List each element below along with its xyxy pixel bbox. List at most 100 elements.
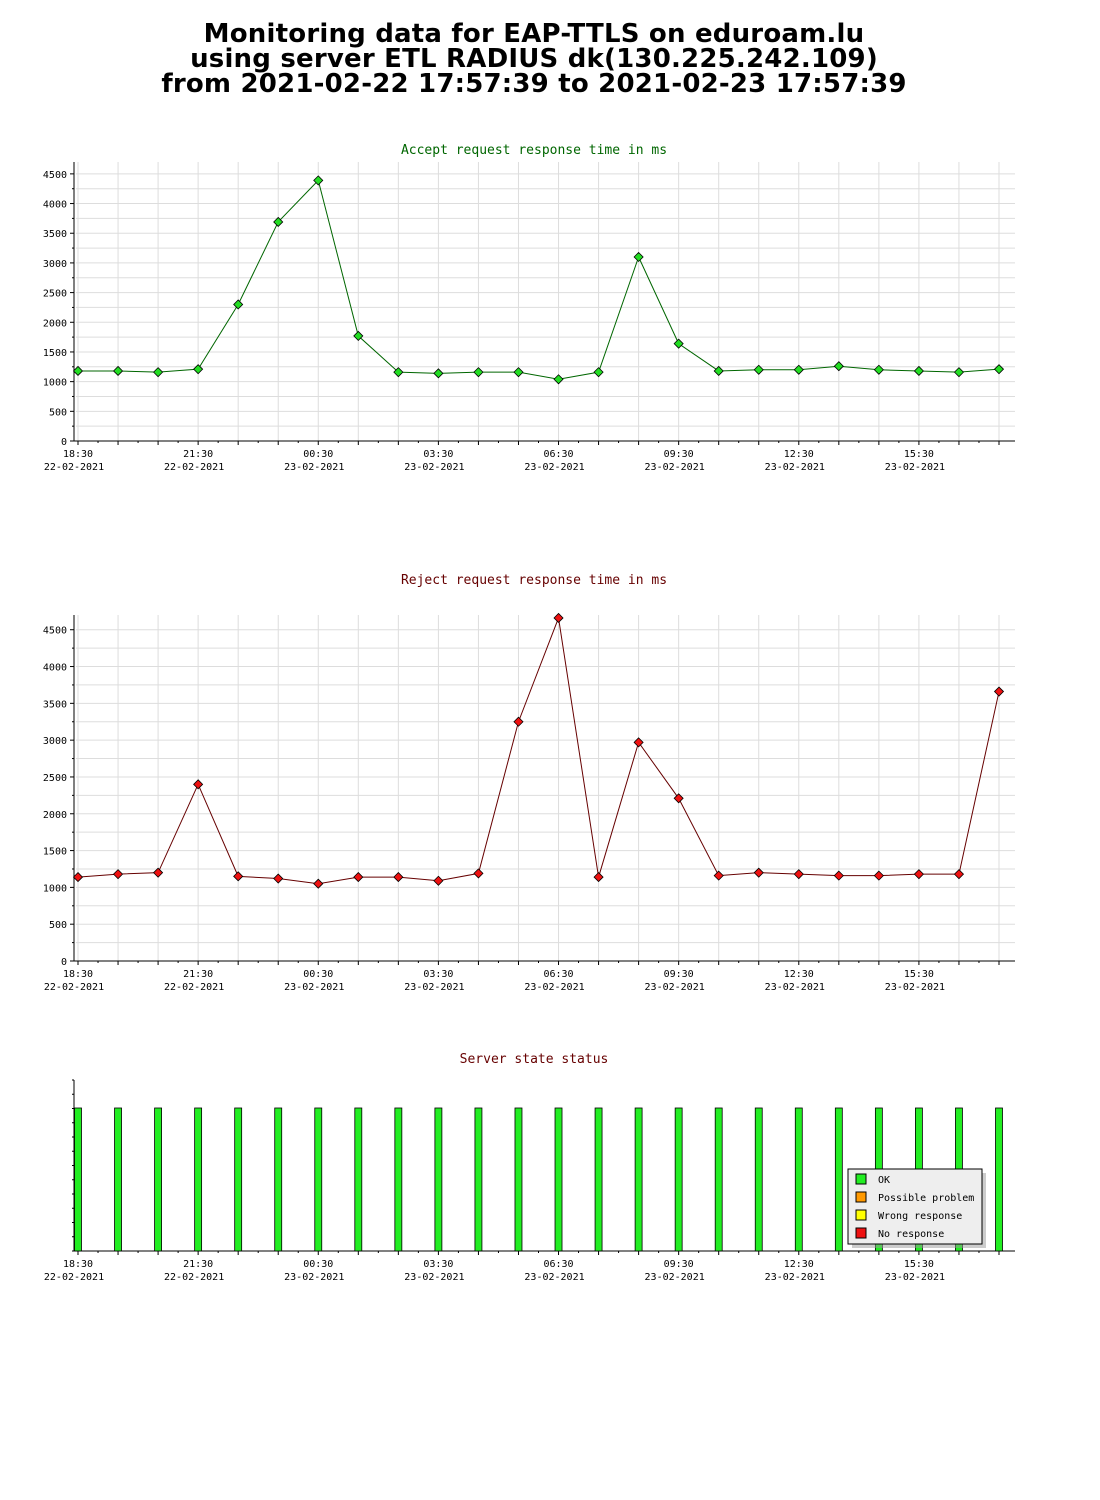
y-tick-label: 4500 [43, 626, 67, 637]
status-bar [714, 1107, 723, 1252]
status-bar [514, 1107, 523, 1252]
series-line [78, 179, 1000, 380]
y-tick-label: 2000 [43, 810, 67, 821]
y-tick-label: 2500 [43, 289, 67, 300]
x-tick-label-date: 22-02-2021 [44, 982, 104, 993]
status-bar [634, 1107, 643, 1252]
data-point [233, 299, 244, 310]
data-point [193, 364, 204, 375]
status-bar [834, 1107, 843, 1252]
y-tick-label: 2500 [43, 773, 67, 784]
legend-label: OK [878, 1175, 890, 1186]
x-tick-label-date: 22-02-2021 [164, 982, 224, 993]
x-tick-label-time: 12:30 [784, 969, 814, 980]
data-point [713, 870, 724, 881]
data-point [793, 364, 804, 375]
x-tick-label-time: 21:30 [183, 1259, 213, 1270]
data-point [153, 867, 164, 878]
x-tick-label-date: 23-02-2021 [404, 1272, 464, 1283]
y-tick-label: 0 [61, 437, 67, 448]
y-tick-label: 4500 [43, 170, 67, 181]
data-point [273, 216, 284, 228]
x-tick-label-time: 12:30 [784, 1259, 814, 1270]
data-point [673, 793, 684, 804]
data-point [913, 869, 924, 880]
status-bar [554, 1107, 563, 1252]
line-chart-1: Accept request response time in ms 0 500 10… [43, 143, 1015, 473]
data-point [953, 367, 965, 378]
data-point [993, 364, 1005, 375]
x-tick-label-time: 21:30 [183, 449, 213, 460]
y-tick-label: 3500 [43, 699, 67, 710]
data-point [513, 716, 524, 727]
x-tick-label-date: 22-02-2021 [164, 1272, 224, 1283]
y-tick-label: 1500 [43, 847, 67, 858]
data-point [953, 869, 965, 880]
data-point [753, 867, 764, 878]
data-point [72, 872, 84, 883]
status-bar [754, 1107, 763, 1252]
x-tick-label-time: 15:30 [904, 969, 934, 980]
x-tick-label-date: 23-02-2021 [885, 982, 945, 993]
x-tick-label-date: 23-02-2021 [645, 1272, 705, 1283]
status-bar [74, 1107, 82, 1252]
status-bar [434, 1107, 443, 1252]
legend-box [847, 1168, 983, 1245]
data-point [313, 175, 324, 186]
y-tick-label: 3000 [43, 736, 67, 747]
x-tick-label-time: 00:30 [303, 1259, 333, 1270]
y-tick-label: 0 [61, 957, 67, 968]
x-tick-label-date: 23-02-2021 [524, 1272, 584, 1283]
data-point [473, 367, 484, 378]
x-tick-label-date: 23-02-2021 [524, 982, 584, 993]
x-tick-label-time: 18:30 [63, 969, 93, 980]
data-point [353, 872, 364, 883]
data-point [193, 779, 204, 790]
x-tick-label-time: 03:30 [423, 1259, 453, 1270]
x-tick-label-date: 22-02-2021 [44, 462, 104, 473]
data-point [993, 686, 1005, 697]
status-bar [995, 1107, 1003, 1252]
y-tick-label: 1500 [43, 348, 67, 359]
data-point [72, 365, 84, 377]
status-bar [114, 1107, 122, 1252]
x-tick-label-time: 06:30 [543, 969, 573, 980]
x-tick-label-time: 18:30 [63, 449, 93, 460]
data-point [313, 878, 324, 889]
x-tick-label-time: 15:30 [904, 1259, 934, 1270]
x-tick-label-time: 21:30 [183, 969, 213, 980]
x-tick-label-time: 00:30 [303, 969, 333, 980]
status-bar [474, 1107, 483, 1252]
chart-title: Accept request response time in ms [401, 143, 667, 158]
line-chart-2: Reject request response time in ms 0 500 10… [43, 573, 1015, 993]
status-chart: Server state status 18:30 22-02-2021 21:30 2… [44, 1052, 1015, 1283]
legend-swatch [855, 1209, 867, 1221]
x-tick-label-time: 06:30 [543, 449, 573, 460]
x-tick-label-time: 09:30 [664, 1259, 694, 1270]
data-point [713, 365, 724, 377]
x-tick-label-date: 23-02-2021 [765, 982, 825, 993]
data-point [633, 737, 644, 748]
data-point [593, 872, 604, 883]
data-point [273, 873, 284, 884]
data-point [233, 871, 244, 882]
x-tick-label-date: 23-02-2021 [645, 462, 705, 473]
x-tick-label-date: 23-02-2021 [765, 1272, 825, 1283]
y-tick-label: 500 [49, 920, 67, 931]
x-tick-label-date: 22-02-2021 [44, 1272, 104, 1283]
data-point [553, 374, 564, 385]
data-point [633, 251, 644, 263]
data-point [353, 330, 364, 341]
x-tick-label-date: 23-02-2021 [765, 462, 825, 473]
page-title-line-2: using server ETL RADIUS dk(130.225.242.1… [190, 44, 878, 74]
data-point [153, 367, 164, 378]
data-point [112, 869, 124, 880]
status-bar [274, 1107, 283, 1252]
data-point [753, 364, 764, 375]
page-title-line-3: from 2021-02-22 17:57:39 to 2021-02-23 1… [161, 69, 907, 99]
data-point [393, 872, 404, 883]
status-bar [674, 1107, 683, 1252]
data-point [433, 368, 444, 379]
